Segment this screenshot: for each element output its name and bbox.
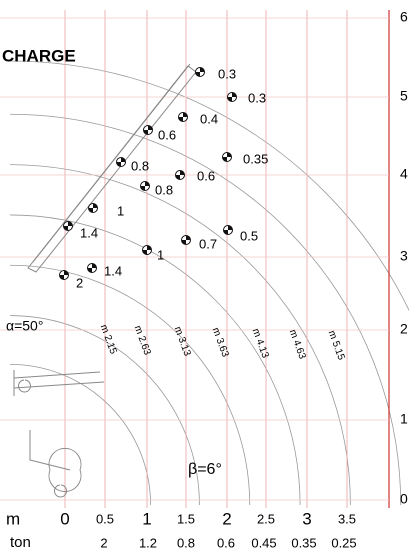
radius-label: m 2.63 — [132, 324, 153, 357]
load-label: 0.7 — [199, 236, 217, 251]
load-point: 0.35 — [222, 151, 268, 166]
radius-arc — [9, 60, 409, 312]
load-point: 0.7 — [181, 235, 217, 251]
ton-value: 0.25 — [331, 535, 356, 550]
ton-value: 0.8 — [177, 535, 195, 550]
m-value: 1.5 — [177, 511, 195, 526]
load-label: 0.3 — [218, 66, 236, 81]
radius-label: m 5.15 — [326, 329, 347, 362]
load-label: 0.35 — [243, 151, 268, 166]
load-point: 0.3 — [195, 66, 236, 81]
load-point: 0.8 — [116, 157, 149, 173]
load-marker-fill — [142, 245, 152, 255]
height-label: 2 — [400, 321, 408, 337]
load-point: 1.4 — [63, 221, 98, 240]
load-marker-fill — [227, 92, 237, 102]
radius-arc — [9, 113, 402, 506]
load-label: 0.8 — [155, 182, 173, 197]
m-value: 2.5 — [257, 511, 275, 526]
ton-value: 2 — [100, 535, 107, 550]
load-marker-fill — [175, 170, 185, 180]
m-value: 3 — [302, 509, 311, 528]
load-marker-fill — [59, 270, 69, 280]
load-marker-fill — [223, 225, 233, 235]
load-point: 0.3 — [227, 90, 266, 105]
load-point: 1 — [142, 245, 164, 262]
ton-value: 0.45 — [251, 535, 276, 550]
load-point: 0.5 — [223, 225, 258, 243]
load-marker-fill — [87, 263, 97, 273]
load-marker-fill — [178, 112, 188, 122]
load-point: 0.4 — [178, 111, 218, 126]
height-label: 3 — [400, 248, 408, 264]
load-marker-fill — [63, 221, 73, 231]
radius-arc — [9, 214, 301, 506]
load-marker-fill — [140, 181, 150, 191]
radius-arc — [9, 315, 200, 506]
load-marker-fill — [88, 203, 98, 213]
load-label: 0.3 — [248, 90, 266, 105]
load-marker-fill — [181, 235, 191, 245]
alpha: α=50° — [6, 318, 43, 334]
load-label: 2 — [76, 275, 83, 290]
load-marker-fill — [143, 125, 153, 135]
radius-arc — [9, 164, 351, 506]
ton-label: ton — [10, 534, 31, 551]
load-label: 1.4 — [104, 263, 122, 278]
load-label: 1.4 — [80, 225, 98, 240]
height-label: 6 — [400, 9, 408, 25]
ton-value: 0.6 — [217, 535, 235, 550]
load-point: 1 — [88, 203, 124, 218]
ton-value: 1.2 — [139, 535, 157, 550]
height-label: 5 — [400, 88, 408, 104]
load-label: 0.6 — [158, 127, 176, 142]
m-value: 3.5 — [338, 511, 356, 526]
radius-label: m 4.13 — [250, 327, 271, 360]
load-label: 0.4 — [200, 111, 218, 126]
load-label: 1 — [117, 203, 124, 218]
title: CHARGE — [2, 46, 76, 65]
load-point: 2 — [59, 270, 83, 290]
load-label: 0.5 — [240, 228, 258, 243]
m-value: 1 — [142, 509, 151, 528]
load-point: 0.6 — [143, 125, 176, 142]
m-value: 2 — [222, 509, 231, 528]
height-label: 4 — [400, 166, 408, 182]
m-label: m — [6, 509, 20, 528]
load-point: 0.6 — [175, 168, 215, 183]
load-marker-fill — [195, 67, 205, 77]
load-label: 0.6 — [197, 168, 215, 183]
load-label: 0.8 — [131, 158, 149, 173]
height-label: 1 — [400, 411, 408, 427]
load-label: 1 — [157, 247, 164, 262]
load-point: 1.4 — [87, 263, 122, 278]
ton-value: 0.35 — [291, 535, 316, 550]
m-value: 0.5 — [96, 511, 114, 526]
radius-label: m 3.63 — [210, 326, 231, 359]
height-label: 0 — [400, 491, 408, 507]
beta: β=6° — [188, 461, 222, 478]
radius-label: m 2.15 — [98, 323, 119, 356]
load-marker-fill — [222, 152, 232, 162]
radius-arc — [9, 364, 151, 506]
load-point: 0.8 — [140, 181, 173, 197]
load-marker-fill — [116, 157, 126, 167]
m-value: 0 — [60, 509, 69, 528]
radius-label: m 4.63 — [287, 328, 308, 361]
